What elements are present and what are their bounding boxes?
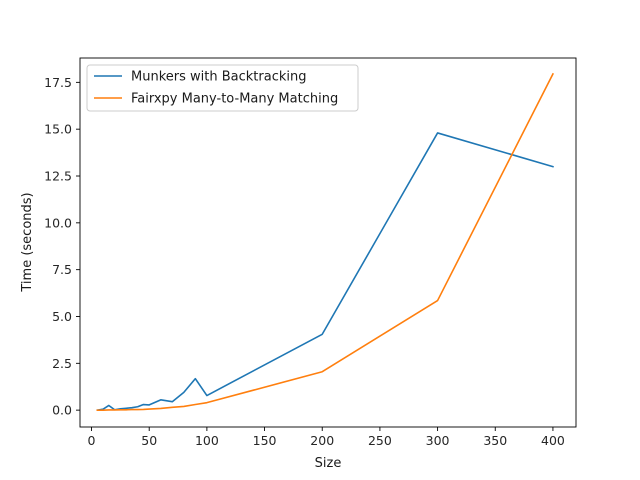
y-tick-label: 12.5 bbox=[44, 169, 72, 184]
y-tick-label: 17.5 bbox=[44, 75, 72, 90]
axes-layer: 0 50 100 150 200 250 300 350 400 0.0 2.5 5.0 7.5 10.0… bbox=[44, 57, 577, 448]
legend: Munkers with Backtracking Fairxpy Many-to… bbox=[86, 64, 359, 112]
legend-label-1: Munkers with Backtracking bbox=[131, 70, 306, 85]
x-tick-label: 0 bbox=[88, 433, 96, 448]
y-tick-label: 15.0 bbox=[44, 122, 72, 137]
y-tick-label: 5.0 bbox=[52, 309, 72, 324]
x-tick-label: 400 bbox=[541, 433, 565, 448]
legend-box bbox=[86, 64, 359, 112]
y-tick-label: 0.0 bbox=[52, 403, 72, 418]
x-tick-label: 50 bbox=[141, 433, 157, 448]
series-line-1 bbox=[96, 132, 554, 412]
y-tick-label: 2.5 bbox=[52, 356, 72, 371]
x-tick-label: 300 bbox=[426, 433, 450, 448]
legend-label-2: Fairxpy Many-to-Many Matching bbox=[131, 92, 338, 107]
x-tick-label: 200 bbox=[310, 433, 334, 448]
x-tick-label: 350 bbox=[483, 433, 507, 448]
y-axis-label: Time (seconds) bbox=[20, 192, 35, 292]
series-layer bbox=[96, 72, 555, 412]
x-tick-label: 250 bbox=[368, 433, 392, 448]
x-tick-label: 100 bbox=[195, 433, 219, 448]
series-line-2 bbox=[96, 72, 555, 411]
y-tick-label: 7.5 bbox=[52, 262, 72, 277]
x-tick-label: 150 bbox=[253, 433, 277, 448]
y-tick-label: 10.0 bbox=[44, 215, 72, 230]
x-axis-label: Size bbox=[315, 456, 342, 471]
plot-frame bbox=[79, 57, 577, 428]
